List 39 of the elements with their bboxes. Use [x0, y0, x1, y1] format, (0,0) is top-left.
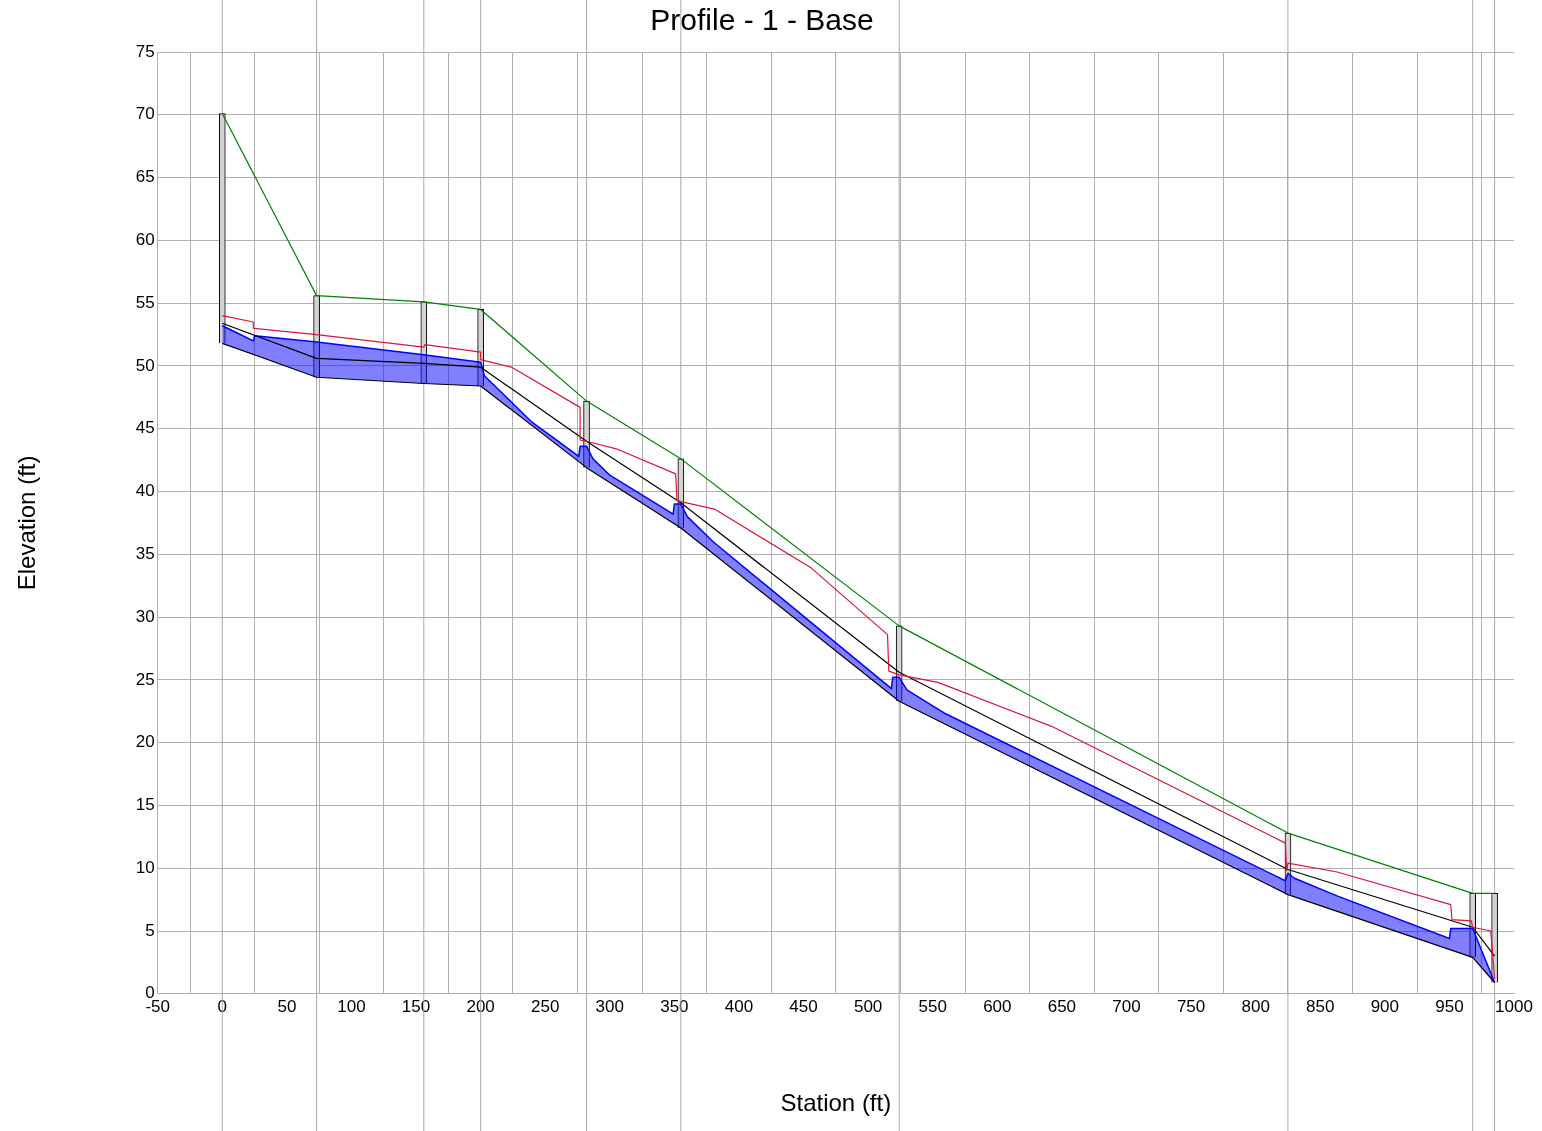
y-tick-label: 10: [135, 857, 155, 877]
y-tick-label: 20: [135, 732, 155, 752]
x-tick-label: 300: [595, 996, 624, 1016]
y-tick-label: 5: [145, 920, 155, 940]
x-tick-label: 800: [1241, 996, 1270, 1016]
y-tick-label: 55: [135, 292, 155, 312]
y-tick-label: 65: [135, 167, 155, 187]
y-tick-label: 70: [135, 104, 155, 124]
y-tick-label: 50: [135, 355, 155, 375]
x-tick-label: 600: [983, 996, 1012, 1016]
y-tick-label: 75: [135, 41, 155, 61]
y-tick-label: 30: [135, 606, 155, 626]
x-tick-label: 350: [660, 996, 689, 1016]
x-tick-label: 0: [217, 996, 228, 1016]
x-tick-label: 550: [918, 996, 947, 1016]
x-tick-label: 900: [1370, 996, 1400, 1016]
x-tick-label: 150: [401, 996, 431, 1016]
x-tick-label: 250: [531, 996, 560, 1016]
x-tick-label: 50: [277, 996, 297, 1016]
x-tick-label: 100: [337, 996, 366, 1016]
x-tick-label: 400: [724, 996, 754, 1016]
x-tick-label: 500: [853, 996, 883, 1016]
x-axis-title: Station (ft): [780, 1089, 892, 1117]
x-tick-label: 1000: [1495, 996, 1533, 1016]
y-tick-label: 45: [135, 418, 155, 438]
x-tick-label: 750: [1176, 996, 1206, 1016]
y-tick-label: 35: [135, 543, 155, 563]
x-tick-label: 200: [466, 996, 495, 1016]
chart-title: Profile - 1 - Base: [650, 3, 874, 37]
y-tick-label: 60: [135, 230, 155, 250]
x-tick-label: 950: [1435, 996, 1464, 1016]
x-tick-label: 650: [1047, 996, 1077, 1016]
x-tick-label: 450: [789, 996, 818, 1016]
y-axis-title: Elevation (ft): [13, 455, 41, 591]
x-tick-label: 700: [1112, 996, 1141, 1016]
x-tick-label: 850: [1306, 996, 1335, 1016]
y-tick-label: 15: [135, 795, 155, 815]
y-tick-label: 25: [135, 669, 155, 689]
y-tick-label: 40: [135, 481, 155, 501]
